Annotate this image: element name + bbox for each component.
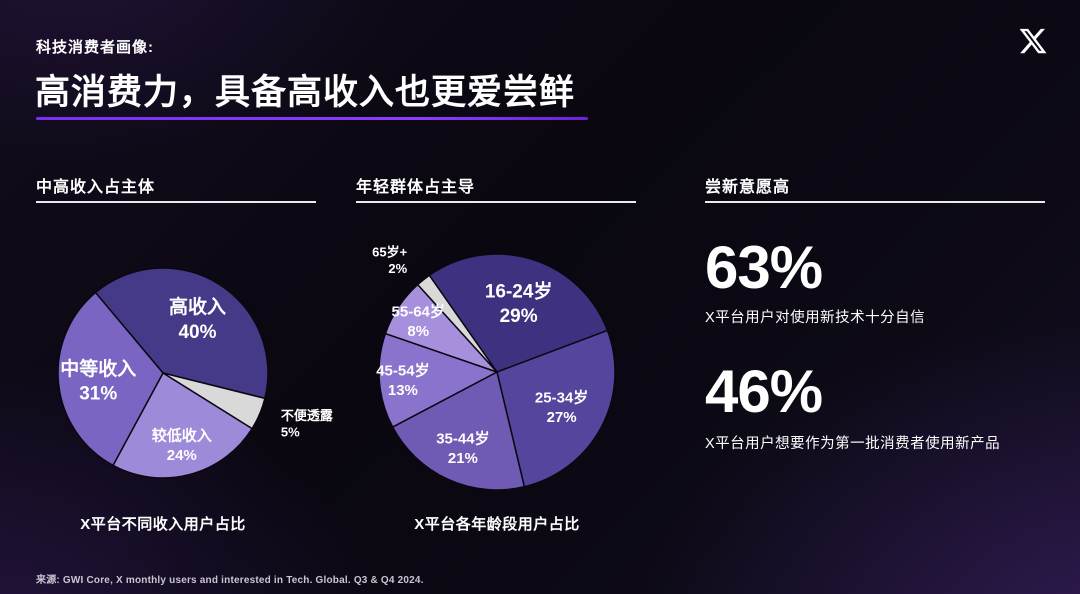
pie-label: 较低收入 24% <box>152 426 212 464</box>
pie-label: 35-44岁 21% <box>436 429 489 467</box>
pie-label: 不便透露 5% <box>281 408 334 440</box>
stat-desc-first-buyer: X平台用户想要作为第一批消费者使用新产品 <box>705 436 1001 452</box>
pie-label: 高收入 40% <box>169 295 226 343</box>
x-logo-icon <box>1019 28 1047 54</box>
pie-label: 16-24岁 29% <box>485 279 553 327</box>
pie-slice <box>378 332 499 429</box>
section-title-age: 年轻群体占主导 <box>356 179 476 196</box>
stat-desc-new-tech: X平台用户对使用新技术十分自信 <box>705 310 926 326</box>
section-underline <box>705 201 1045 203</box>
pie-label: 55-64岁 8% <box>392 302 445 340</box>
pie-slice <box>496 329 616 488</box>
pie-slice <box>94 267 269 400</box>
pie-slice <box>391 370 526 491</box>
pie-label: 中等收入 31% <box>60 357 136 405</box>
stat-value-first-buyer: 46% <box>705 358 823 425</box>
stat-value-new-tech: 63% <box>705 234 823 301</box>
income-pie-chart: 高收入 40% 不便透露 5% 较低收入 24% 中等收入 31% <box>57 267 334 479</box>
pie-slice <box>57 291 164 467</box>
pie-label: 25-34岁 27% <box>535 389 588 427</box>
income-chart-caption: X平台不同收入用户占比 <box>80 516 246 533</box>
pie-slice <box>416 274 498 373</box>
title-underline <box>36 117 588 120</box>
age-pie-chart: 16-24岁 29% 25-34岁 27% 35-44岁 21%45-54岁 13% 55-6… <box>372 244 616 491</box>
section-title-income: 中高收入占主体 <box>36 179 156 196</box>
kicker: 科技消费者画像: <box>36 39 154 56</box>
section-title-novelty: 尝新意愿高 <box>705 179 791 196</box>
pie-label: 65岁+ 2% <box>372 244 407 276</box>
pie-slice <box>428 253 609 373</box>
age-chart-caption: X平台各年龄段用户占比 <box>414 516 580 533</box>
section-underline <box>36 201 316 203</box>
page-title: 高消费力，具备高收入也更爱尝鲜 <box>35 73 576 112</box>
section-underline <box>356 201 636 203</box>
pie-label: 45-54岁 13% <box>376 361 429 399</box>
source-footnote: 来源: GWI Core, X monthly users and intere… <box>36 575 424 586</box>
pie-slice <box>112 371 254 479</box>
